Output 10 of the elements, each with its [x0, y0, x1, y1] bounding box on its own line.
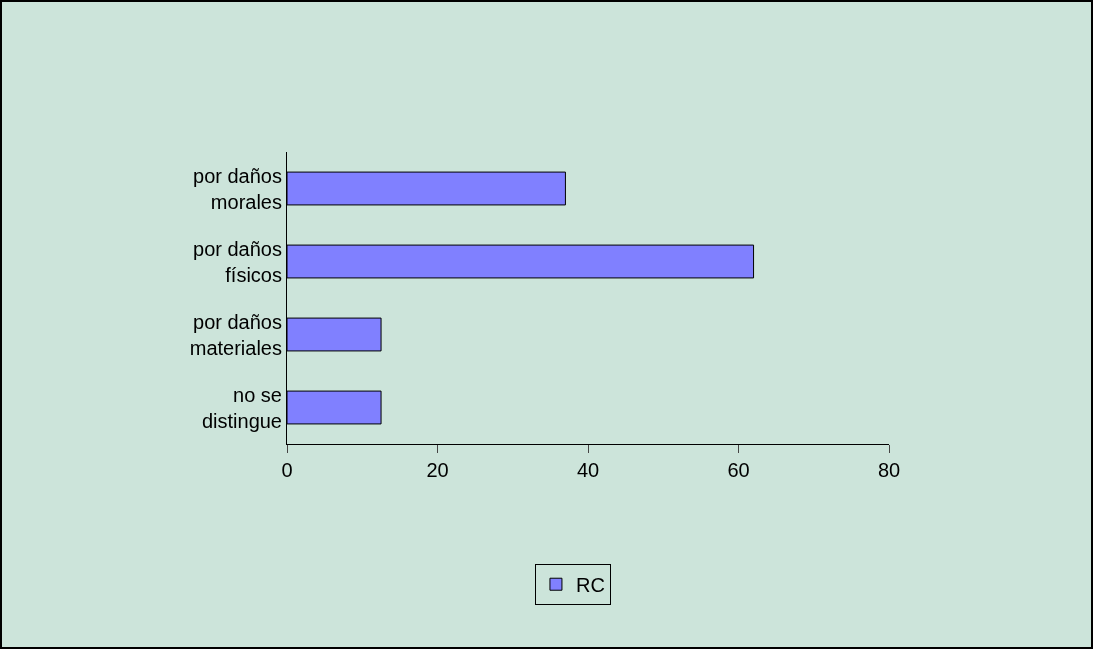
x-tick-label: 80: [877, 459, 901, 481]
legend-label: RC: [575, 574, 605, 597]
y-tick-label: por daños físicos: [193, 237, 282, 286]
x-tick-label: 60: [727, 459, 750, 481]
x-tick-label: 40: [576, 459, 600, 481]
y-tick-label: por daños materiales: [189, 310, 282, 359]
x-tick-label: 20: [426, 459, 449, 481]
y-tick-label: por daños morales: [193, 164, 282, 213]
x-tick-label: 0: [281, 459, 293, 481]
y-tick-label: no se distingue: [201, 383, 282, 432]
